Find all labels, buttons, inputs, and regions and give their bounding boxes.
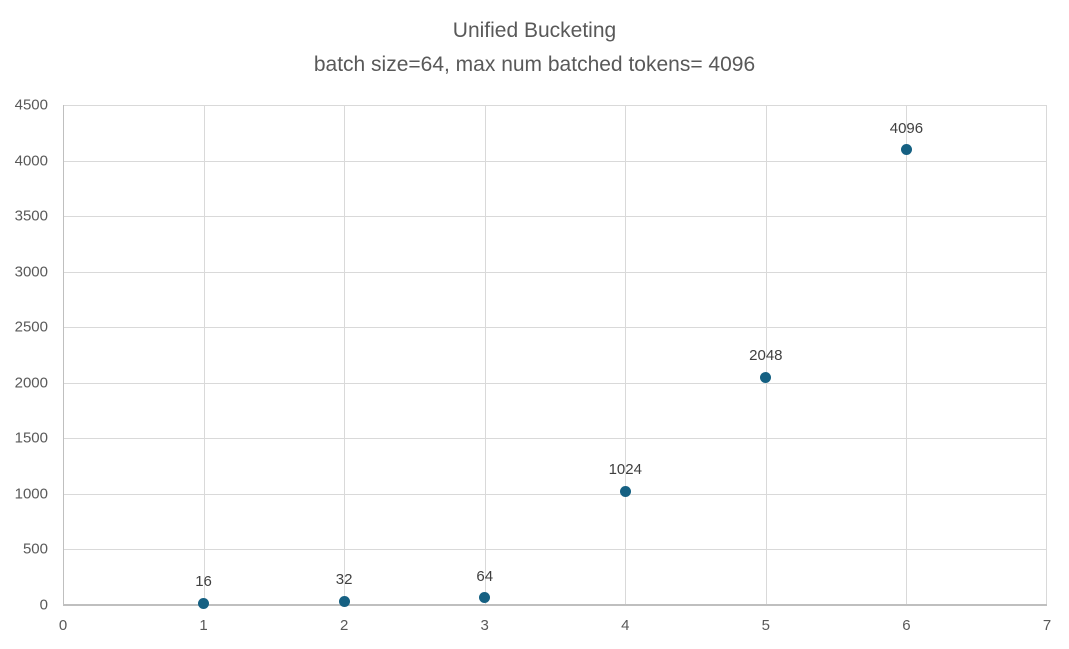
h-gridline <box>63 271 1047 273</box>
x-tick-label: 0 <box>58 617 68 634</box>
y-tick-label: 500 <box>22 540 48 558</box>
data-point <box>619 485 631 497</box>
data-point-label: 1024 <box>608 461 642 479</box>
y-tick-label: 2000 <box>14 374 48 392</box>
y-tick-label: 4000 <box>14 152 48 170</box>
h-gridline <box>63 160 1047 162</box>
v-gridline <box>344 105 346 605</box>
data-point-label: 16 <box>195 573 212 591</box>
x-tick-label: 3 <box>480 617 489 634</box>
v-gridline <box>484 105 486 605</box>
data-point-label: 2048 <box>749 347 783 365</box>
x-tick-label: 1 <box>199 617 208 634</box>
h-gridline <box>63 493 1047 495</box>
x-tick-label: 6 <box>902 617 911 634</box>
x-tick-label: 4 <box>621 617 630 634</box>
data-point <box>198 597 210 609</box>
data-point-label: 4096 <box>889 119 924 137</box>
v-gridline <box>1046 105 1047 605</box>
h-gridline <box>63 216 1047 218</box>
y-tick-label: 4500 <box>14 96 48 114</box>
y-tick-label: 2500 <box>14 318 48 336</box>
plot-area: 16 32 64 1024 2048 4096 <box>63 105 1047 609</box>
data-point-label: 64 <box>476 567 494 585</box>
y-tick-label: 0 <box>39 596 48 614</box>
y-tick-label: 3000 <box>14 263 48 281</box>
data-point <box>760 371 772 383</box>
h-gridline <box>63 382 1047 384</box>
data-point <box>900 144 912 156</box>
data-point-label: 32 <box>335 571 353 589</box>
chart-subtitle: batch size=64, max num batched tokens= 4… <box>313 53 756 76</box>
x-tick-label: 7 <box>1042 617 1052 634</box>
x-tick-label: 5 <box>761 617 771 634</box>
h-gridline <box>63 327 1047 329</box>
x-tick-label: 2 <box>339 617 349 634</box>
v-gridline <box>203 105 205 605</box>
v-gridline <box>63 105 64 605</box>
y-tick-label: 1000 <box>14 485 48 503</box>
chart-title-block: Unified Bucketing batch size=64, max num… <box>0 14 1069 82</box>
v-gridline <box>906 105 908 605</box>
chart-title: Unified Bucketing <box>452 19 617 42</box>
data-point <box>338 595 350 607</box>
v-gridline <box>625 105 627 605</box>
y-tick-label: 3500 <box>14 207 48 225</box>
h-gridline <box>63 549 1047 551</box>
h-gridline <box>63 105 1047 106</box>
h-gridline <box>63 604 1047 606</box>
data-point <box>479 592 491 604</box>
y-tick-label: 1500 <box>14 429 48 447</box>
h-gridline <box>63 438 1047 440</box>
v-gridline <box>765 105 767 605</box>
